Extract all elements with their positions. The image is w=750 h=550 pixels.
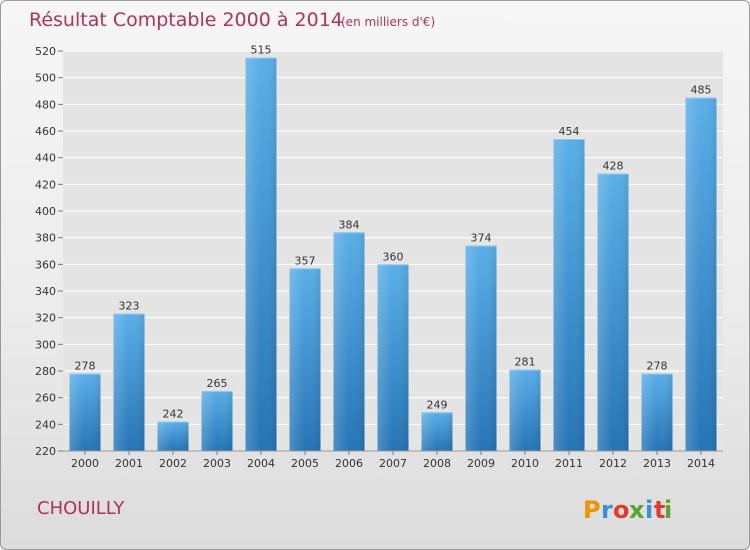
logo-letter: i: [664, 496, 672, 524]
data-label: 384: [339, 218, 360, 231]
x-tick-label: 2004: [247, 457, 275, 470]
bar-shade: [333, 232, 365, 451]
y-tick-label: 500: [35, 72, 56, 85]
x-tick-label: 2007: [379, 457, 407, 470]
bar-shade: [421, 412, 453, 451]
x-tick-label: 2003: [203, 457, 231, 470]
x-tick-label: 2011: [555, 457, 583, 470]
bar-shade: [553, 139, 585, 451]
y-tick-label: 440: [35, 152, 56, 165]
bar-shade: [509, 369, 541, 451]
data-label: 454: [559, 125, 580, 138]
y-axis: 220 240 260 280 300 320 340 360 380 400 420 440 460 4…: [35, 45, 63, 458]
y-tick-label: 360: [35, 258, 56, 271]
logo-letter: i: [645, 496, 653, 524]
y-tick-label: 380: [35, 232, 56, 245]
logo-letter: P: [583, 496, 601, 524]
data-label: 265: [207, 377, 228, 390]
y-tick-label: 240: [35, 418, 56, 431]
chart-title: Résultat Comptable 2000 à 2014: [29, 9, 343, 31]
y-tick-label: 280: [35, 365, 56, 378]
data-label: 278: [75, 360, 96, 373]
data-label: 281: [515, 356, 536, 369]
data-label: 249: [427, 398, 448, 411]
logo-letter: x: [629, 496, 645, 524]
bar-shade: [685, 97, 717, 452]
x-tick-label: 2001: [115, 457, 143, 470]
x-tick-label: 2014: [687, 457, 715, 470]
x-tick-label: 2012: [599, 457, 627, 470]
data-label: 323: [119, 300, 140, 313]
bar-shade: [113, 313, 145, 451]
data-label: 428: [603, 160, 624, 173]
y-tick-label: 480: [35, 98, 56, 111]
bar-shade: [377, 264, 409, 451]
bar-shade: [245, 57, 277, 452]
data-label: 515: [251, 44, 272, 57]
x-tick-label: 2013: [643, 457, 671, 470]
x-tick-label: 2000: [71, 457, 99, 470]
y-tick-label: 520: [35, 45, 56, 58]
chart-subtitle: (en milliers d'€): [341, 15, 435, 29]
x-tick-label: 2006: [335, 457, 363, 470]
y-tick-label: 300: [35, 338, 56, 351]
data-label: 374: [471, 232, 492, 245]
x-tick-label: 2002: [159, 457, 187, 470]
x-tick-label: 2009: [467, 457, 495, 470]
logo-letter: o: [613, 496, 630, 524]
bar-shade: [157, 421, 189, 451]
y-tick-label: 400: [35, 205, 56, 218]
data-label: 360: [383, 250, 404, 263]
x-tick-label: 2010: [511, 457, 539, 470]
x-tick-label: 2005: [291, 457, 319, 470]
y-tick-label: 340: [35, 285, 56, 298]
bars: 278 323 242 265 515 357 384 360 249 374 281 454 428 2…: [69, 44, 717, 452]
bar-shade: [597, 173, 629, 451]
commune-name: CHOUILLY: [37, 498, 125, 519]
y-tick-label: 260: [35, 392, 56, 405]
logo-letter: t: [654, 496, 665, 524]
x-axis: 2000 2001 2002 2003 2004 2005 2006 2007 2008 2009…: [71, 451, 715, 470]
bar-shade: [465, 245, 497, 451]
y-tick-label: 460: [35, 125, 56, 138]
data-label: 357: [295, 254, 316, 267]
bar-shade: [289, 268, 321, 451]
bar-shade: [69, 373, 101, 451]
data-label: 242: [163, 408, 184, 421]
y-tick-label: 420: [35, 178, 56, 191]
bar-shade: [641, 373, 673, 451]
y-tick-label: 220: [35, 445, 56, 458]
data-label: 485: [691, 84, 712, 97]
data-label: 278: [647, 360, 668, 373]
y-tick-label: 320: [35, 312, 56, 325]
logo-letter: r: [601, 496, 613, 524]
x-tick-label: 2008: [423, 457, 451, 470]
bar-shade: [201, 391, 233, 451]
